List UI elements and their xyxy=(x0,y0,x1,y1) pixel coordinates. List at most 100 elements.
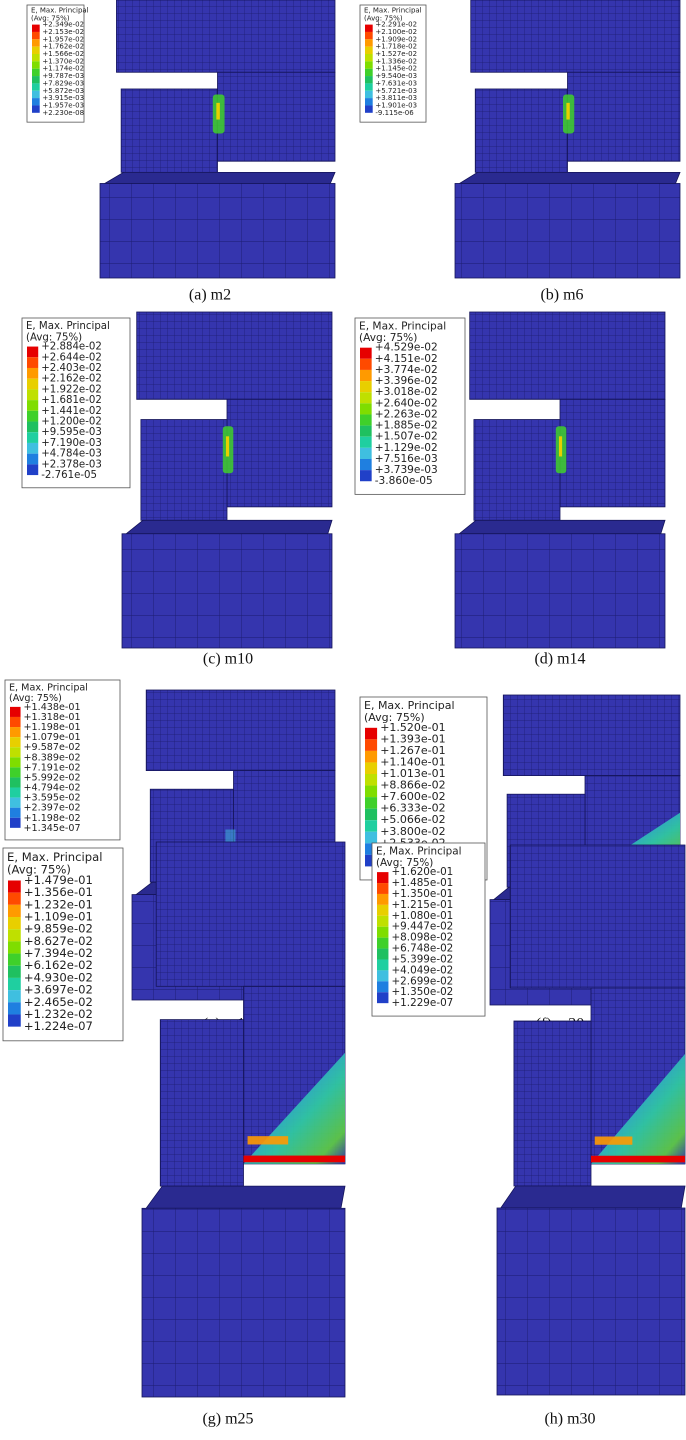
strain-peak xyxy=(248,1136,289,1144)
panel: E, Max. Principal(Avg: 75%)+1.620e-01+1.… xyxy=(372,843,685,1428)
legend-label: +2.884e-02 xyxy=(41,342,102,353)
legend-swatch xyxy=(10,777,21,787)
top-block xyxy=(470,312,665,399)
legend-swatch xyxy=(365,797,377,809)
base-block xyxy=(497,1208,685,1395)
legend-swatch xyxy=(32,83,40,90)
panel: E, Max. Principal(Avg: 75%)+2.349e-02+2.… xyxy=(27,0,335,304)
panel: E, Max. Principal(Avg: 75%)+1.479e-01+1.… xyxy=(3,842,345,1428)
legend-swatch xyxy=(32,39,40,46)
legend-swatch xyxy=(377,894,388,905)
legend-swatch xyxy=(8,917,21,929)
legend-swatch xyxy=(8,990,21,1002)
legend-swatch xyxy=(32,91,40,98)
top-block xyxy=(471,0,680,72)
legend-swatch xyxy=(360,459,372,470)
top-block xyxy=(510,845,685,988)
left-block xyxy=(474,420,560,521)
caption: (h) m30 xyxy=(544,1411,595,1428)
legend-swatch xyxy=(377,959,388,970)
legend-swatch xyxy=(377,905,388,916)
base-top-face xyxy=(460,172,681,183)
right-block xyxy=(560,399,665,507)
legend-label: +1.224e-07 xyxy=(24,1019,93,1033)
legend-label: +4.784e-03 xyxy=(41,449,102,460)
legend-swatch xyxy=(365,762,377,774)
legend-swatch xyxy=(377,981,388,992)
legend-swatch xyxy=(27,347,38,358)
base-block xyxy=(455,534,665,648)
legend-swatch xyxy=(365,751,377,763)
legend-swatch xyxy=(10,767,21,777)
legend-title: E, Max. Principal xyxy=(9,683,88,694)
legend-label: -9.115e-06 xyxy=(375,109,414,117)
legend-label: +1.345e-07 xyxy=(24,823,81,834)
right-block xyxy=(218,72,336,161)
legend-swatch xyxy=(377,916,388,927)
legend-swatch xyxy=(365,61,373,68)
legend-label: +1.441e-02 xyxy=(41,406,102,417)
base-top-face xyxy=(105,172,335,183)
legend-swatch xyxy=(27,443,38,454)
left-block xyxy=(160,1020,243,1187)
legend-title: E, Max. Principal xyxy=(26,321,110,332)
legend-title: E, Max. Principal xyxy=(364,699,455,712)
left-block xyxy=(514,1021,591,1186)
top-block xyxy=(503,695,680,776)
legend-label: +1.200e-02 xyxy=(41,417,102,428)
legend-swatch xyxy=(8,880,21,892)
legend-swatch xyxy=(32,25,40,32)
caption: (c) m10 xyxy=(203,651,253,668)
legend-swatch xyxy=(32,105,40,112)
legend-swatch xyxy=(365,47,373,54)
legend-swatch xyxy=(365,91,373,98)
legend-swatch xyxy=(27,454,38,465)
top-block xyxy=(137,312,332,399)
legend-swatch xyxy=(10,808,21,818)
legend-swatch xyxy=(365,76,373,83)
legend-label: -3.860e-05 xyxy=(375,475,433,487)
legend-swatch xyxy=(377,927,388,938)
legend-swatch xyxy=(32,47,40,54)
legend-swatch xyxy=(365,774,377,786)
legend-label: +1.681e-02 xyxy=(41,395,102,406)
legend-swatch xyxy=(377,872,388,883)
legend-swatch xyxy=(365,98,373,105)
legend-swatch xyxy=(27,400,38,411)
legend-swatch xyxy=(360,414,372,425)
base-top-face xyxy=(501,1186,685,1208)
legend-swatch xyxy=(8,905,21,917)
legend-swatch xyxy=(8,929,21,941)
legend-swatch xyxy=(360,448,372,459)
panel: E, Max. Principal(Avg: 75%)+2.884e-02+2.… xyxy=(22,312,332,668)
legend-swatch xyxy=(377,992,388,1003)
legend-swatch xyxy=(360,426,372,437)
caption: (g) m25 xyxy=(202,1411,253,1428)
strain-peak xyxy=(244,1156,346,1163)
legend-swatch xyxy=(365,39,373,46)
legend-swatch xyxy=(10,818,21,828)
legend-swatch xyxy=(8,978,21,990)
legend-swatch xyxy=(32,76,40,83)
legend-swatch xyxy=(27,389,38,400)
legend-swatch xyxy=(360,470,372,481)
legend-swatch xyxy=(10,717,21,727)
legend-swatch xyxy=(32,54,40,61)
legend-swatch xyxy=(8,1002,21,1014)
legend-swatch xyxy=(32,61,40,68)
legend-swatch xyxy=(360,359,372,370)
legend-label: +1.922e-02 xyxy=(41,384,102,395)
legend-swatch xyxy=(360,403,372,414)
top-block xyxy=(156,842,345,986)
legend-swatch xyxy=(27,379,38,390)
legend-swatch xyxy=(32,69,40,76)
legend-swatch xyxy=(32,32,40,39)
left-block xyxy=(121,89,217,172)
legend-swatch xyxy=(365,786,377,798)
legend-label: +9.595e-03 xyxy=(41,427,102,438)
right-block xyxy=(227,399,332,507)
legend-swatch xyxy=(8,966,21,978)
strain-hot-spot xyxy=(226,436,229,456)
strain-peak xyxy=(591,1156,685,1163)
base-block xyxy=(455,183,680,278)
